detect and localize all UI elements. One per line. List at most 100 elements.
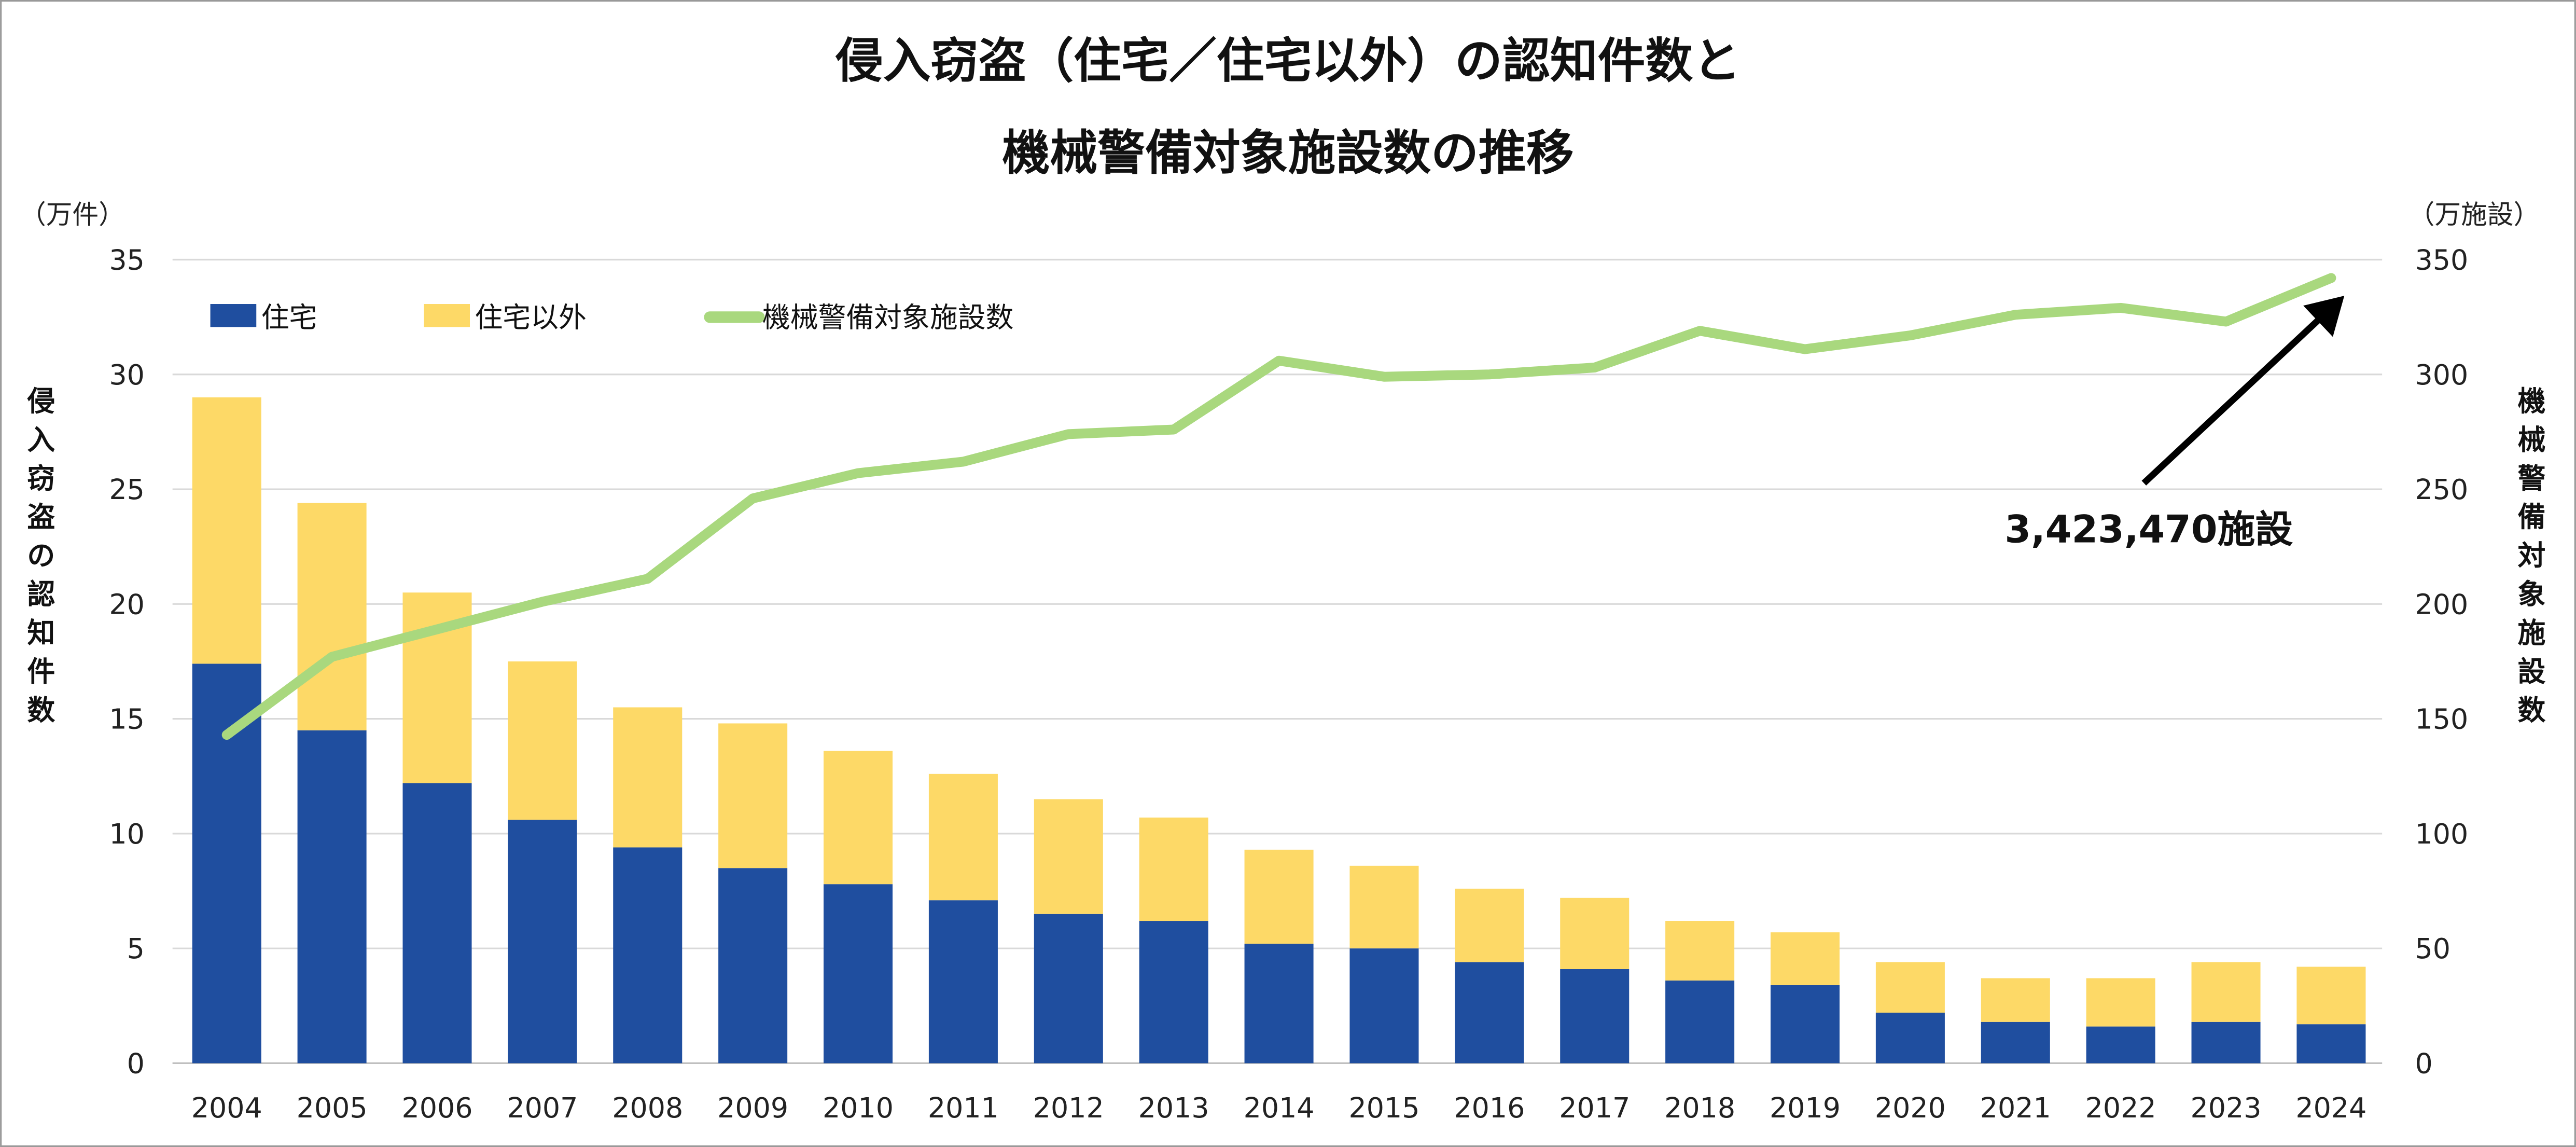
bar-residential-2021 bbox=[1981, 1021, 2050, 1063]
legend: 住宅 住宅以外 機械警備対象施設数 bbox=[210, 301, 1013, 334]
line-point-2017 bbox=[1594, 367, 1595, 368]
bar-non-residential-2018 bbox=[1665, 921, 1735, 981]
right-axis-label-char: 象 bbox=[2517, 578, 2545, 611]
annotation-text: 3,423,470施設 bbox=[2004, 507, 2293, 551]
x-tick-label: 2015 bbox=[1348, 1091, 1419, 1124]
x-tick-label: 2019 bbox=[1770, 1091, 1841, 1124]
x-tick-label: 2020 bbox=[1875, 1091, 1946, 1124]
x-tick-label: 2014 bbox=[1244, 1091, 1315, 1124]
bar-residential-2023 bbox=[2191, 1021, 2261, 1063]
right-axis-label-char: 備 bbox=[2517, 501, 2545, 533]
x-tick-label: 2005 bbox=[297, 1091, 368, 1124]
legend-label-non-residential: 住宅以外 bbox=[475, 301, 587, 334]
bar-non-residential-2022 bbox=[2086, 978, 2155, 1027]
annotation-arrow-head bbox=[2303, 296, 2345, 337]
left-axis-label-char: 認 bbox=[27, 578, 55, 611]
right-tick-label: 150 bbox=[2415, 703, 2468, 736]
bar-residential-2007 bbox=[508, 820, 577, 1063]
bar-residential-2014 bbox=[1244, 944, 1314, 1063]
left-tick-label: 35 bbox=[109, 243, 144, 276]
x-tick-label: 2021 bbox=[1980, 1091, 2051, 1124]
line-point-2024 bbox=[2331, 278, 2332, 279]
left-axis-label-char: 件 bbox=[27, 655, 55, 688]
x-tick-label: 2006 bbox=[401, 1091, 472, 1124]
left-tick-label: 15 bbox=[109, 703, 144, 736]
bar-residential-2016 bbox=[1455, 962, 1524, 1063]
bar-non-residential-2005 bbox=[297, 503, 367, 730]
bar-residential-2017 bbox=[1560, 969, 1630, 1063]
x-tick-label: 2017 bbox=[1559, 1091, 1630, 1124]
left-tick-label: 30 bbox=[109, 358, 144, 391]
bar-residential-2010 bbox=[824, 884, 893, 1063]
bar-non-residential-2016 bbox=[1455, 889, 1524, 962]
x-tick-label: 2018 bbox=[1664, 1091, 1735, 1124]
line-point-2016 bbox=[1489, 374, 1490, 375]
left-tick-label: 0 bbox=[127, 1047, 145, 1080]
bar-residential-2018 bbox=[1665, 980, 1735, 1063]
bar-non-residential-2023 bbox=[2191, 962, 2261, 1022]
left-tick-label: 10 bbox=[109, 818, 144, 850]
right-axis-label: 機械警備対象施設数 bbox=[2517, 385, 2545, 727]
right-tick-label: 100 bbox=[2415, 818, 2468, 850]
bar-residential-2012 bbox=[1034, 914, 1103, 1063]
left-axis-label-char: の bbox=[27, 540, 55, 572]
x-axis-ticks: 2004 2005 2006 2007 2008 2009 2010 2011 2012 2013… bbox=[191, 1091, 2367, 1124]
left-axis-label-char: 数 bbox=[27, 694, 55, 726]
line-point-2020 bbox=[1910, 335, 1911, 336]
bar-non-residential-2013 bbox=[1139, 817, 1208, 921]
bar-residential-2011 bbox=[928, 900, 998, 1063]
bar-residential-2009 bbox=[718, 868, 788, 1063]
chart-title-line-2: 機械警備対象施設数の推移 bbox=[1002, 125, 1574, 181]
x-tick-label: 2011 bbox=[928, 1091, 999, 1124]
annotation: 3,423,470施設 bbox=[2004, 296, 2345, 551]
right-tick-label: 0 bbox=[2415, 1047, 2432, 1080]
left-axis-label-char: 盗 bbox=[27, 501, 55, 533]
left-axis-ticks: 0 5 10 15 20 25 30 35 bbox=[109, 243, 145, 1080]
right-axis-label-char: 警 bbox=[2517, 462, 2545, 495]
right-axis-ticks: 0 50 100 150 200 250 300 350 bbox=[2415, 243, 2468, 1080]
annotation-arrow-line bbox=[2141, 316, 2322, 486]
bar-residential-2013 bbox=[1139, 921, 1208, 1063]
x-tick-label: 2022 bbox=[2085, 1091, 2156, 1124]
left-axis-label-char: 侵 bbox=[26, 385, 55, 418]
right-tick-label: 50 bbox=[2415, 932, 2450, 965]
x-tick-label: 2010 bbox=[823, 1091, 894, 1124]
bar-residential-2020 bbox=[1875, 1013, 1945, 1063]
left-axis-label-char: 知 bbox=[27, 617, 55, 649]
x-tick-label: 2012 bbox=[1033, 1091, 1104, 1124]
legend-swatch-residential bbox=[210, 304, 257, 327]
x-tick-label: 2023 bbox=[2191, 1091, 2262, 1124]
bar-non-residential-2020 bbox=[1875, 962, 1945, 1013]
bar-non-residential-2011 bbox=[928, 773, 998, 901]
bars bbox=[192, 397, 2366, 1063]
x-tick-label: 2016 bbox=[1454, 1091, 1525, 1124]
bar-non-residential-2010 bbox=[824, 751, 893, 885]
bar-non-residential-2012 bbox=[1034, 799, 1103, 914]
right-axis-label-char: 対 bbox=[2517, 540, 2545, 572]
bar-residential-2005 bbox=[297, 730, 367, 1063]
right-axis-label-char: 施 bbox=[2517, 617, 2545, 649]
x-tick-label: 2024 bbox=[2295, 1091, 2366, 1124]
right-tick-label: 350 bbox=[2415, 243, 2468, 276]
bar-non-residential-2004 bbox=[192, 397, 261, 664]
line-point-2006 bbox=[437, 629, 438, 630]
left-axis-label-char: 入 bbox=[27, 423, 55, 456]
bar-non-residential-2017 bbox=[1560, 897, 1630, 970]
line-point-2012 bbox=[1068, 434, 1069, 435]
x-tick-label: 2004 bbox=[191, 1091, 262, 1124]
bar-non-residential-2019 bbox=[1770, 932, 1840, 985]
bar-non-residential-2009 bbox=[718, 723, 788, 868]
right-tick-label: 300 bbox=[2415, 358, 2468, 391]
left-tick-label: 5 bbox=[127, 932, 145, 965]
right-axis-label-char: 械 bbox=[2517, 423, 2545, 456]
legend-swatch-non-residential bbox=[424, 304, 470, 327]
bar-residential-2022 bbox=[2086, 1026, 2155, 1063]
chart-title-line-1: 侵入窃盗（住宅／住宅以外）の認知件数と bbox=[835, 33, 1740, 89]
right-axis-unit: （万施設） bbox=[2408, 199, 2540, 230]
x-tick-label: 2008 bbox=[612, 1091, 683, 1124]
bar-non-residential-2024 bbox=[2296, 966, 2366, 1025]
bar-residential-2015 bbox=[1349, 948, 1419, 1063]
right-axis-label-char: 機 bbox=[2517, 385, 2545, 418]
